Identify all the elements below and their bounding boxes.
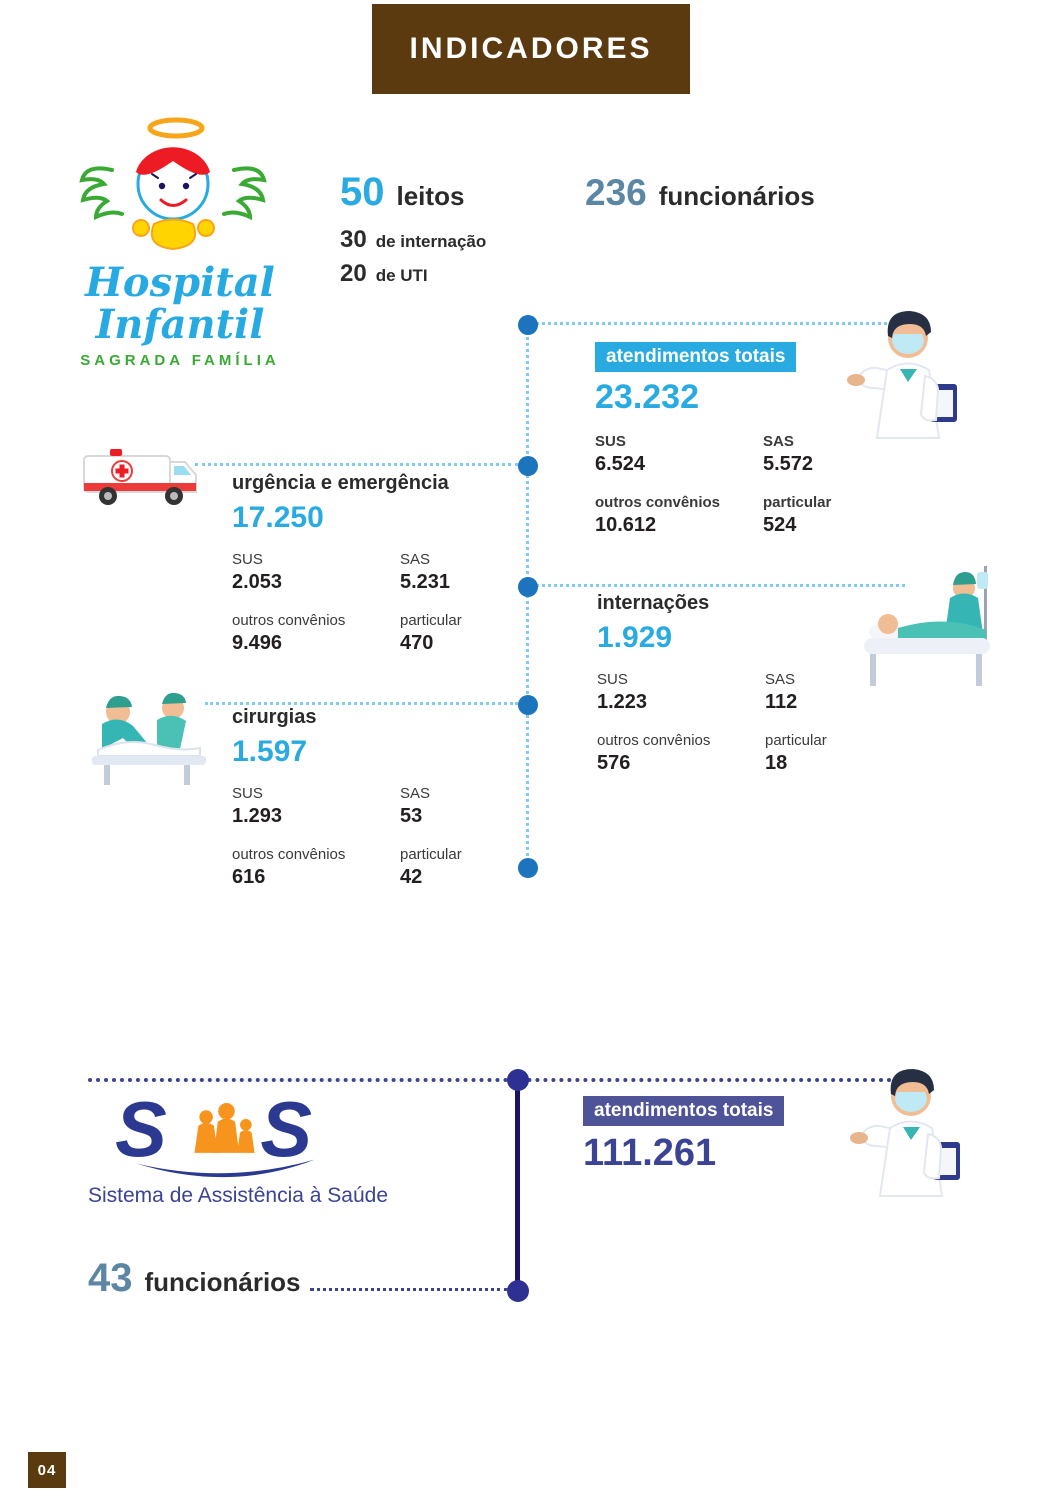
hospital-logo-word-1: Hospital: [85, 259, 275, 306]
sas-timeline-dot: [507, 1280, 529, 1302]
internacoes-value: 1.929: [597, 621, 673, 654]
sas-timeline-dot: [507, 1069, 529, 1091]
uti-stat: 20 de UTI: [340, 260, 428, 288]
timeline-dot: [518, 315, 538, 335]
stat-sas: SAS 53: [400, 785, 431, 827]
beds-value: 50: [340, 170, 385, 214]
sas-subtitle: Sistema de Assistência à Saúde: [88, 1184, 389, 1207]
doctor-illustration: [847, 311, 957, 439]
stat-particular: particular 42: [400, 846, 462, 888]
internacao-stat: 30 de internação: [340, 226, 486, 254]
stat-outros-convenios: outros convênios 576: [597, 732, 711, 774]
staff-value: 236: [585, 172, 647, 213]
section-urgencia: urgência e emergência 17.250 SUS 2.053 S…: [232, 472, 532, 655]
atendimentos-totais-label: atendimentos totais: [595, 342, 797, 372]
cirurgias-title: cirurgias: [232, 706, 317, 728]
hospital-logo-word-3: SAGRADA FAMÍLIA: [80, 352, 280, 369]
section-internacoes: internações 1.929 SUS 1.223 SAS 112 outr…: [597, 592, 927, 775]
svg-text:S: S: [260, 1088, 312, 1173]
section-cirurgias: cirurgias 1.597 SUS 1.293 SAS 53 outros …: [232, 706, 532, 889]
staff-stat: 236 funcionários: [585, 172, 815, 214]
cirurgias-stats-grid: SUS 1.293 SAS 53 outros convênios 616 pa…: [232, 785, 532, 889]
uti-value: 20: [340, 260, 367, 287]
hospital-infantil-angel-icon: [79, 117, 267, 251]
svg-text:S: S: [115, 1088, 167, 1173]
timeline-dot: [518, 456, 538, 476]
internacoes-stats-grid: SUS 1.223 SAS 112 outros convênios 576 p…: [597, 671, 927, 775]
sas-logo: S S: [115, 1088, 315, 1178]
sas-atendimentos-value: 111.261: [583, 1132, 717, 1174]
stat-sas: SAS 5.231: [400, 551, 451, 593]
stat-outros-convenios: outros convênios 9.496: [232, 612, 346, 654]
connector-internacoes: [536, 584, 905, 587]
connector-atendimentos: [536, 322, 905, 325]
section-sas-atendimentos: atendimentos totais 111.261: [583, 1096, 785, 1175]
stat-sas: SAS 5.572: [763, 433, 814, 475]
stat-sus: SUS 6.524: [595, 433, 646, 475]
stat-outros-convenios: outros convênios 10.612: [595, 494, 721, 536]
beds-label: leitos: [396, 181, 465, 211]
ambulance-icon: [83, 449, 197, 505]
atendimentos-totais-value: 23.232: [595, 378, 699, 416]
timeline-dot: [518, 858, 538, 878]
sas-atendimentos-label: atendimentos totais: [583, 1096, 785, 1126]
hospital-logo-word-2: Infantil: [95, 301, 265, 348]
connector-urgencia: [195, 463, 518, 466]
internacao-value: 30: [340, 226, 367, 253]
staff-label: funcionários: [658, 181, 815, 211]
section-atendimentos-totais: atendimentos totais 23.232 SUS 6.524 SAS…: [595, 342, 925, 537]
stat-particular: particular 18: [765, 732, 827, 774]
stat-particular: particular 470: [400, 612, 462, 654]
stat-sas: SAS 112: [765, 671, 798, 713]
urgencia-value: 17.250: [232, 501, 324, 534]
stat-sus: SUS 2.053: [232, 551, 283, 593]
sas-vertical-line: [515, 1081, 520, 1291]
urgencia-title: urgência e emergência: [232, 472, 449, 494]
stat-particular: particular 524: [763, 494, 832, 536]
sas-staff-label: funcionários: [144, 1267, 301, 1297]
sas-horizontal-connector: [88, 1078, 908, 1082]
connector-cirurgias: [205, 702, 518, 705]
doctor-illustration: [850, 1069, 960, 1197]
uti-label: de UTI: [375, 266, 428, 285]
page-number: 04: [37, 1461, 57, 1479]
sas-staff-stat: 43 funcionários: [88, 1256, 301, 1301]
timeline-dot: [518, 577, 538, 597]
patient-bed-illustration: [864, 566, 990, 686]
stat-sus: SUS 1.223: [597, 671, 648, 713]
beds-stat: 50 leitos: [340, 170, 464, 215]
urgencia-stats-grid: SUS 2.053 SAS 5.231 outros convênios 9.4…: [232, 551, 532, 655]
timeline-dot: [518, 695, 538, 715]
page-number-box: 04: [28, 1452, 66, 1488]
page-title: INDICADORES: [409, 32, 653, 65]
internacoes-title: internações: [597, 592, 710, 614]
sas-staff-connector: [310, 1288, 508, 1291]
surgery-illustration: [92, 692, 206, 785]
atendimentos-stats-grid: SUS 6.524 SAS 5.572 outros convênios 10.…: [595, 433, 925, 537]
cirurgias-value: 1.597: [232, 735, 308, 768]
sas-staff-value: 43: [88, 1256, 133, 1300]
stat-outros-convenios: outros convênios 616: [232, 846, 346, 888]
internacao-label: de internação: [375, 232, 487, 251]
header-banner: INDICADORES: [372, 4, 690, 94]
stat-sus: SUS 1.293: [232, 785, 283, 827]
hospital-infantil-logo: Hospital Infantil SAGRADA FAMÍLIA: [78, 112, 282, 369]
